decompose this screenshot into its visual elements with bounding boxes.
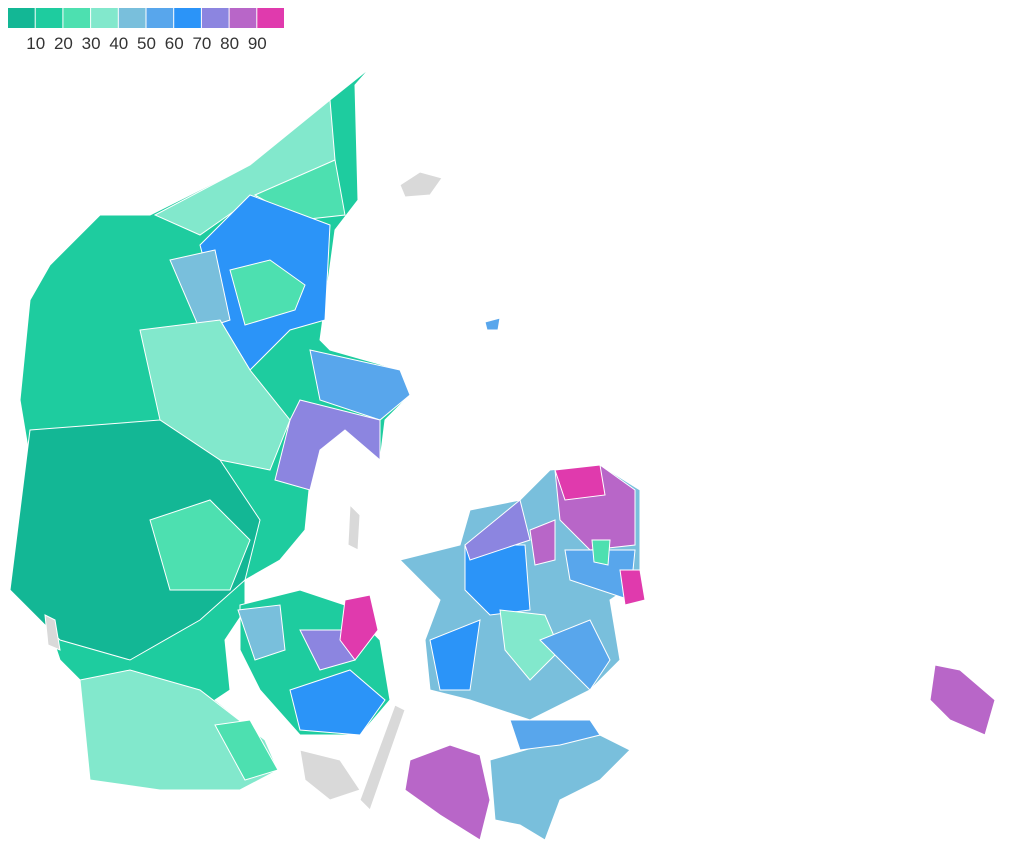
no-data-region [347,503,361,551]
region [539,619,611,691]
no-data-region [299,749,361,801]
legend-swatch [35,8,63,28]
region [564,549,636,601]
legend-swatch [146,8,174,28]
legend-label: 60 [165,34,184,53]
region [214,719,279,781]
region [309,349,411,421]
region [289,669,386,736]
legend-label: 50 [137,34,156,53]
region [509,719,601,751]
no-data-region [359,704,406,811]
denmark-map [9,67,996,841]
legend-swatch [91,8,118,28]
legend-swatch [229,8,257,28]
region [429,619,481,691]
legend-swatch [118,8,146,28]
legend-label: 10 [26,34,45,53]
region [237,604,286,661]
legend-swatch [63,8,91,28]
legend-label: 80 [220,34,239,53]
legend-label: 70 [192,34,211,53]
region [929,664,996,736]
region [591,539,611,566]
region [484,317,501,331]
region [499,609,561,681]
region [404,744,491,841]
legend: 10 20 30 40 50 60 70 80 90 [8,8,284,53]
region [169,249,231,331]
legend-label: 40 [109,34,128,53]
region [529,519,556,566]
region [619,569,646,606]
legend-swatch [257,8,284,28]
legend-swatch [174,8,201,28]
region [149,499,251,591]
no-data-region [44,614,61,651]
region [274,399,381,491]
region [229,259,306,326]
legend-swatch [201,8,229,28]
region [554,464,606,501]
region [9,419,261,661]
legend-label: 90 [248,34,267,53]
no-data-region [399,171,443,198]
region [339,594,379,661]
legend-label: 30 [82,34,101,53]
region [464,499,531,561]
legend-label: 20 [54,34,73,53]
legend-swatch [8,8,35,28]
region [489,734,631,841]
